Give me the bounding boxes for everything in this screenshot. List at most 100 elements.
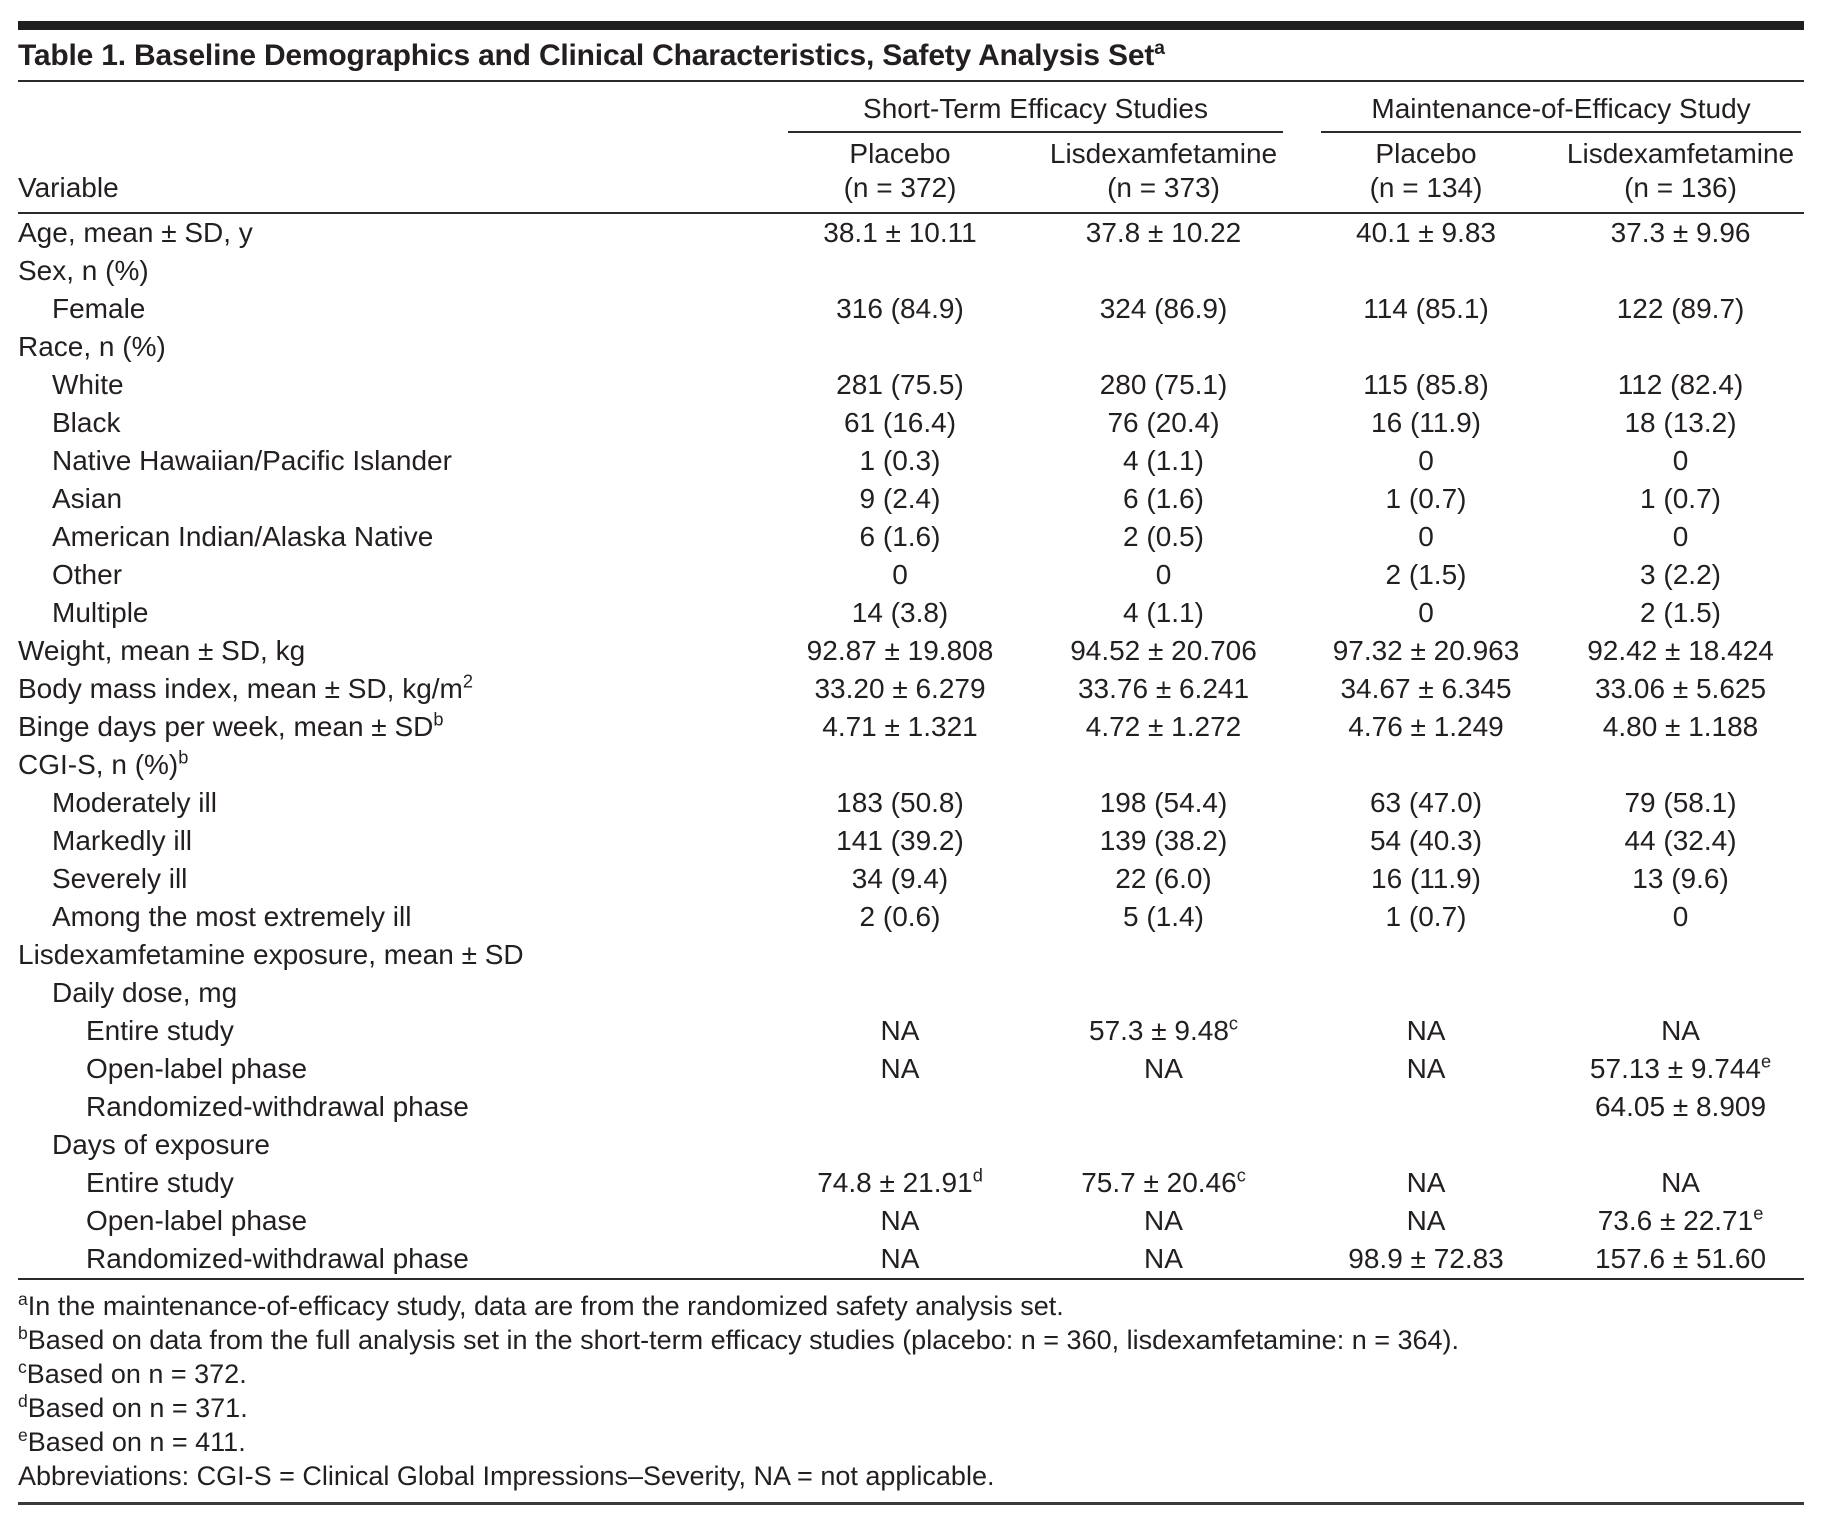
cell-value: 115 (85.8) (1363, 369, 1489, 400)
cell-value: 6 (1.6) (859, 521, 941, 552)
table-row: American Indian/Alaska Native 6 (1.6) 2 (0… (18, 518, 1804, 556)
column-header-drug: Placebo (849, 138, 951, 169)
cell-value (1557, 1126, 1804, 1164)
cell-value: 2 (0.5) (1123, 521, 1204, 552)
table-row: Moderately ill 183 (50.8) 198 (54.4) 63 (47… (18, 784, 1804, 822)
table-row: Weight, mean ± SD, kg 92.87 ± 19.808 94.52… (18, 632, 1804, 670)
cell-value: 44 (32.4) (1624, 825, 1737, 856)
table-row: Markedly ill 141 (39.2) 139 (38.2) 54 (40.3… (18, 822, 1804, 860)
column-header-drug: Placebo (1375, 138, 1477, 169)
cell-value (1032, 252, 1295, 290)
cell-value: 198 (54.4) (1099, 787, 1228, 818)
cell-value: 2 (1.5) (1385, 559, 1467, 590)
cell-value: 280 (75.1) (1099, 369, 1228, 400)
row-label: Open-label phase (86, 1053, 308, 1084)
group-spacer (18, 82, 768, 133)
cell-value: 33.06 ± 5.625 (1594, 673, 1767, 704)
cell-value (1295, 1088, 1557, 1126)
row-label: Moderately ill (52, 787, 217, 818)
cell-value (1557, 328, 1804, 366)
cell-value: 98.9 ± 72.83 (1348, 1243, 1504, 1274)
cell-value: 112 (82.4) (1617, 369, 1744, 400)
row-label: Black (52, 407, 121, 438)
row-label: Open-label phase (86, 1205, 308, 1236)
cell-value: 37.3 ± 9.96 (1610, 217, 1751, 248)
row-label: CGI-S, n (%)b (18, 747, 189, 780)
table-top-rule (18, 21, 1804, 30)
variable-column-header: Variable (18, 133, 768, 214)
cell-value: 157.6 ± 51.60 (1594, 1243, 1767, 1274)
cell-value (768, 746, 1032, 784)
column-header-n: (n = 136) (1624, 172, 1737, 203)
cell-value: 57.3 ± 9.48c (1089, 1013, 1239, 1046)
table-row: Multiple 14 (3.8) 4 (1.1) 0 2 (1.5) (18, 594, 1804, 632)
cell-value: NA (1144, 1205, 1183, 1236)
column-group-maintenance: Maintenance-of-Efficacy Study (1295, 82, 1804, 133)
row-label: Native Hawaiian/Pacific Islander (52, 445, 452, 476)
cell-value: 4.76 ± 1.249 (1348, 711, 1504, 742)
table-row: Black 61 (16.4) 76 (20.4) 16 (11.9) 18 (13.2… (18, 404, 1804, 442)
cell-value: NA (1406, 1167, 1446, 1198)
cell-value: NA (1661, 1167, 1700, 1198)
cell-value: 16 (11.9) (1371, 407, 1482, 438)
cell-value: 316 (84.9) (836, 293, 964, 324)
table-row: Race, n (%) (18, 328, 1804, 366)
cell-value: 1 (0.7) (1385, 483, 1467, 514)
table-bottom-rule (18, 1502, 1804, 1505)
cell-value: 4.71 ± 1.321 (822, 711, 978, 742)
cell-value (1032, 328, 1295, 366)
cell-value: 38.1 ± 10.11 (823, 217, 977, 248)
cell-value: NA (1144, 1243, 1183, 1274)
cell-value: 0 (1672, 901, 1689, 932)
cell-value: NA (1661, 1015, 1700, 1046)
cell-value (768, 1126, 1032, 1164)
cell-value: 141 (39.2) (836, 825, 964, 856)
cell-value: 1 (0.7) (1640, 483, 1721, 514)
table-row: Asian 9 (2.4) 6 (1.6) 1 (0.7) 1 (0.7) (18, 480, 1804, 518)
row-label: Markedly ill (52, 825, 193, 856)
cell-value: 75.7 ± 20.46c (1081, 1165, 1246, 1198)
cell-value (768, 974, 1032, 1012)
footnote: bBased on data from the full analysis se… (18, 1323, 1460, 1355)
cell-value: 3 (2.2) (1640, 559, 1721, 590)
cell-value: NA (880, 1205, 920, 1236)
row-label: Daily dose, mg (52, 977, 238, 1008)
column-header-drug: Lisdexamfetamine (1566, 138, 1795, 169)
cell-value: 22 (6.0) (1115, 863, 1212, 894)
table-row: Age, mean ± SD, y 38.1 ± 10.11 37.8 ± 10.2… (18, 213, 1804, 252)
column-header-n: (n = 134) (1369, 172, 1483, 203)
table-row: Randomized-withdrawal phase 64.05 ± 8.909 (18, 1088, 1804, 1126)
cell-value (1295, 974, 1557, 1012)
cell-value (1032, 936, 1295, 974)
cell-value: 2 (0.6) (859, 901, 941, 932)
cell-value: 4.80 ± 1.188 (1602, 711, 1759, 742)
table-row: Open-label phase NA NA NA 73.6 ± 22.71e (18, 1202, 1804, 1240)
table-row: Native Hawaiian/Pacific Islander 1 (0.3) 4… (18, 442, 1804, 480)
table-row: White 281 (75.5) 280 (75.1) 115 (85.8) 112 (… (18, 366, 1804, 404)
column-header-moe-placebo: Placebo (n = 134) (1295, 133, 1558, 214)
cell-value: 0 (1155, 559, 1172, 590)
cell-value: 57.13 ± 9.744e (1589, 1051, 1772, 1084)
row-label: Sex, n (%) (18, 255, 149, 286)
table-row: Entire study NA 57.3 ± 9.48c NA NA (18, 1012, 1804, 1050)
footnote: eBased on n = 411. (18, 1425, 246, 1457)
cell-value: 4 (1.1) (1123, 445, 1204, 476)
table-row: Female 316 (84.9) 324 (86.9) 114 (85.1) 122 … (18, 290, 1804, 328)
cell-value: 40.1 ± 9.83 (1356, 217, 1496, 248)
cell-value: NA (1406, 1053, 1446, 1084)
cell-value (1295, 328, 1557, 366)
cell-value: 2 (1.5) (1640, 597, 1721, 628)
row-label: Age, mean ± SD, y (18, 217, 253, 248)
table-row: CGI-S, n (%)b (18, 746, 1804, 784)
table-row: Other 0 0 2 (1.5) 3 (2.2) (18, 556, 1804, 594)
cell-value: 6 (1.6) (1123, 483, 1204, 514)
row-label: Entire study (86, 1167, 234, 1198)
cell-value: 5 (1.4) (1123, 901, 1204, 932)
table-row: Among the most extremely ill 2 (0.6) 5 (1.… (18, 898, 1804, 936)
cell-value: 0 (1418, 521, 1434, 552)
cell-value: 9 (2.4) (859, 483, 941, 514)
cell-value: 18 (13.2) (1624, 407, 1737, 438)
cell-value (1295, 1126, 1557, 1164)
column-header-n: (n = 373) (1107, 172, 1220, 203)
